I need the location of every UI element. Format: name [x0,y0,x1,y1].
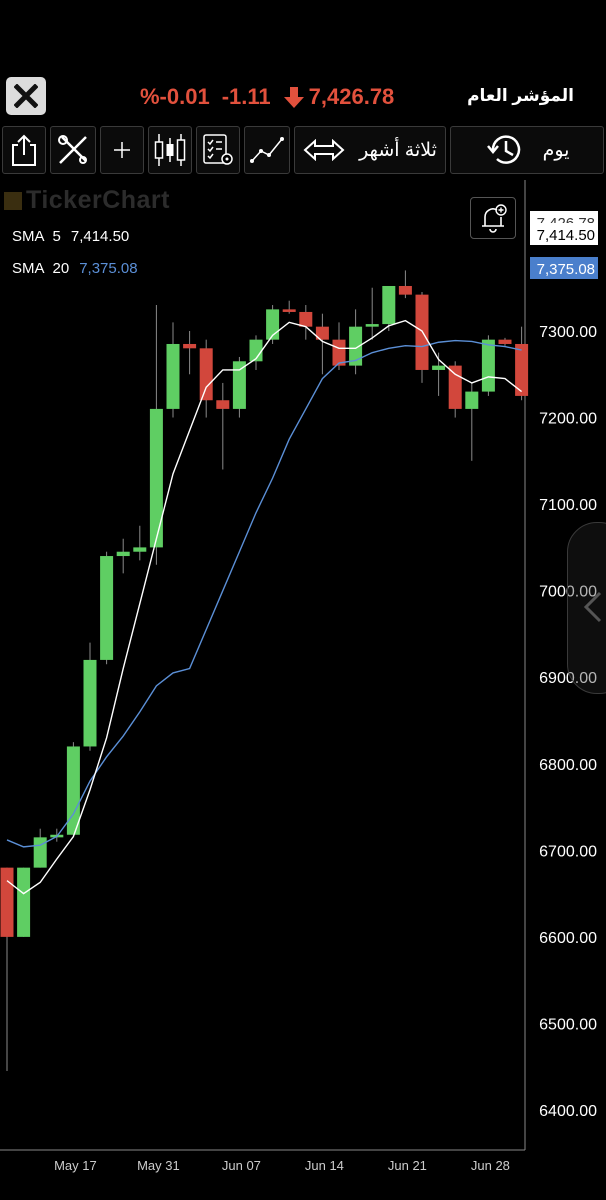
sma5-legend: SMA 5 7,414.50 [12,228,129,245]
y-tick-label: 6600.00 [539,930,597,947]
candle-body [299,311,313,327]
share-button[interactable] [2,126,46,174]
sma20-line [6,339,522,848]
interval-label: يوم [542,139,570,161]
x-tick-label: May 31 [137,1158,180,1173]
tools-icon [58,135,87,164]
candle-body [232,361,246,409]
chart-toolbar: ثلاثة أشهر يوم [0,125,606,175]
candle-body [183,343,197,349]
double-arrow-icon [303,139,345,161]
candle-body [315,326,329,340]
candle-body [249,339,263,362]
sma20-badge: 7,375.08 [537,261,595,278]
x-tick-label: May 17 [54,1158,97,1173]
history-clock-icon [486,135,520,164]
crosshair-icon [114,142,130,158]
sma5-value: 7,414.50 [70,228,130,245]
index-name: المؤشر العام [467,86,574,105]
candle-body [448,365,462,409]
trend-line-icon [250,137,284,163]
candle-body [515,343,529,396]
candle-body [0,867,14,937]
candlestick-chart[interactable]: 6400.006500.006600.006700.006800.006900.… [0,178,606,1200]
candle-body [349,326,363,366]
candle-body [33,837,47,868]
y-tick-label: 6800.00 [539,757,597,774]
change-value: -1.11 [221,84,271,109]
close-icon [14,84,38,108]
tickerchart-watermark: TickerChart [4,186,170,215]
candle-body [149,408,163,548]
change-percent: %-0.01 [140,84,210,109]
add-alert-button[interactable] [470,197,516,239]
sma5-label: SMA [12,228,45,245]
y-tick-label: 7200.00 [539,411,597,428]
y-tick-label: 7300.00 [539,324,597,341]
sma5-line [6,319,523,895]
tickerchart-logo-icon [4,192,22,210]
y-tick-label: 7000.00 [539,584,597,601]
bell-plus-icon [482,204,507,233]
candle-body [100,556,114,660]
x-tick-label: Jun 28 [471,1158,510,1173]
sma5-badge: 7,414.50 [537,227,595,244]
header-bar: %-0.01 -1.11 7,426.78 المؤشر العام [0,70,606,124]
sma20-period: 20 [52,260,70,277]
x-tick-label: Jun 21 [388,1158,427,1173]
candle-body [216,400,230,409]
sma20-legend: SMA 20 7,375.08 [12,260,138,277]
chart-type-button[interactable] [148,126,192,174]
candle-body [199,348,213,401]
candle-body [116,551,130,557]
period-selector[interactable]: ثلاثة أشهر [294,126,446,174]
y-tick-label: 6400.00 [539,1103,597,1120]
interval-selector[interactable]: يوم [450,126,604,174]
sma5-period: 5 [52,228,61,245]
y-tick-label: 7100.00 [539,497,597,514]
candle-body [481,339,495,392]
checklist-settings-icon [203,134,233,165]
candlestick-icon [154,134,186,166]
last-price: 7,426.78 [308,84,395,109]
candle-body [282,309,296,312]
side-panel-handle[interactable] [567,522,606,694]
indicators-settings-button[interactable] [196,126,240,174]
candle-body [332,339,346,366]
period-label: ثلاثة أشهر [359,139,437,161]
trend-line-button[interactable] [244,126,290,174]
candle-body [17,867,31,937]
candle-body [83,659,97,747]
price-summary: %-0.01 -1.11 7,426.78 [140,84,394,110]
chevron-left-icon [583,591,602,623]
candle-body [398,285,412,295]
x-tick-label: Jun 14 [305,1158,344,1173]
candle-body [133,547,147,552]
candle-body [465,391,479,409]
sma20-value: 7,375.08 [79,260,138,277]
watermark-text: TickerChart [26,186,170,214]
x-tick-label: Jun 07 [222,1158,261,1173]
y-tick-label: 6700.00 [539,843,597,860]
candle-body [432,365,446,370]
arrow-down-icon [283,87,304,108]
sma5-badge-bg [530,223,598,245]
candle-body [66,746,80,835]
candle-body [166,343,180,409]
sma20-label: SMA [12,260,45,277]
sma20-badge-bg [530,257,598,279]
tools-button[interactable] [50,126,96,174]
candle-body [498,339,512,344]
candle-body [382,285,396,325]
crosshair-button[interactable] [100,126,144,174]
y-tick-label: 6500.00 [539,1016,597,1033]
candle-body [365,324,379,327]
share-icon [12,134,36,166]
close-button[interactable] [6,77,46,115]
